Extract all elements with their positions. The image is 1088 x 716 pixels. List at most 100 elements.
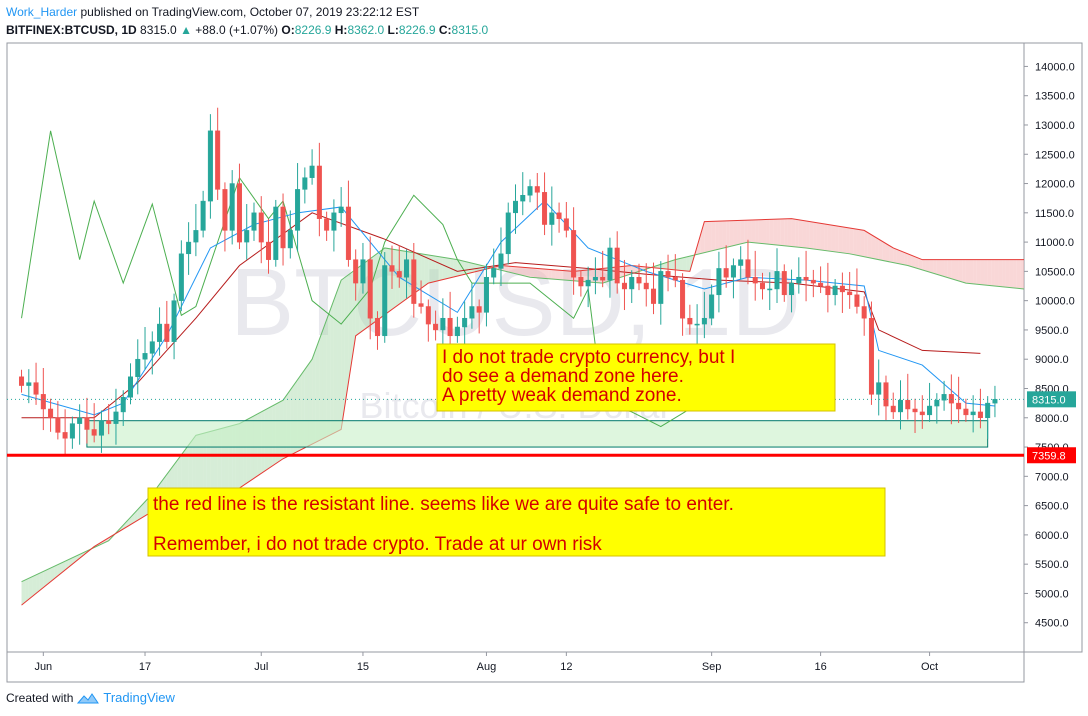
ichimoku-cloud-segment [806,221,810,249]
ichimoku-cloud-segment [813,222,817,250]
red-line-note-line: Remember, i do not trade crypto. Trade a… [153,534,602,555]
ichimoku-cloud-segment [704,221,709,253]
candle-up [767,288,773,291]
tradingview-brand[interactable]: TradingView [103,690,175,705]
candle-down [810,279,816,284]
candle-down [847,291,853,296]
candle-up [585,279,591,287]
ichimoku-cloud-segment [352,269,356,360]
ichimoku-cloud-segment [431,255,436,283]
candle-up [157,323,163,342]
demand-note-line: I do not trade crypto currency, but I [442,347,735,368]
open-value: 8226.9 [294,23,332,37]
candle-down [556,212,562,219]
price-change: +88.0 (+1.07%) [195,23,279,37]
ichimoku-cloud-segment [896,249,901,265]
candle-up [738,259,744,266]
low-value: 8226.9 [398,23,436,37]
ichimoku-cloud-segment [453,259,458,277]
time-tick-label: Sep [702,661,722,673]
price-tick-label: 9500.0 [1035,325,1069,337]
ichimoku-cloud-segment [755,219,759,244]
ichimoku-cloud-segment [388,248,393,313]
price-tick-label: 11500.0 [1035,208,1074,220]
candle-up [186,241,192,255]
ichimoku-cloud-segment [130,513,135,525]
ichimoku-cloud-segment [700,221,705,254]
candle-up [934,399,940,407]
candle-up [171,300,177,342]
candle-down [621,282,627,290]
chart-header: Work_Harder published on TradingView.com… [6,3,1076,39]
high-label: H: [334,23,348,37]
price-tick-label: 10500.0 [1035,266,1075,278]
ichimoku-cloud-segment [39,571,44,591]
ichimoku-cloud-segment [697,234,701,255]
high-value: 8362.0 [347,23,385,37]
ohlc-line: BITFINEX:BTCUSD, 1D 8315.0 ▲ +88.0 (+1.0… [6,21,1076,39]
red-line-note-box [147,487,886,557]
ichimoku-cloud-segment [747,220,752,243]
ichimoku-cloud-segment [777,219,781,246]
close-label: C: [438,23,452,37]
ichimoku-cloud-segment [871,234,876,259]
ichimoku-cloud-segment [515,266,520,275]
candle-up [77,417,83,424]
price-tick-label: 9000.0 [1035,354,1069,366]
ichimoku-cloud-segment [849,228,854,255]
ichimoku-cloud-segment [450,258,454,278]
ichimoku-cloud-segment [584,269,589,282]
ichimoku-cloud-segment [326,309,331,437]
ichimoku-cloud-segment [206,431,211,497]
ichimoku-cloud-segment [395,249,400,307]
ichimoku-cloud-segment [105,537,109,543]
created-with-label: Created with [6,690,74,705]
ichimoku-cloud-segment [424,254,429,286]
candle-down [258,212,264,243]
candle-down [534,186,540,193]
author-name[interactable]: Work_Harder [6,5,78,19]
time-tick-label: 12 [560,661,572,673]
ichimoku-cloud-segment [511,266,516,274]
ichimoku-cloud-segment [36,573,40,594]
price-axis [1023,42,1083,653]
low-label: L: [387,23,399,37]
candle-down [839,285,845,293]
candle-down [614,247,620,284]
ichimoku-cloud-segment [773,219,778,246]
price-tick-label: 5500.0 [1035,559,1069,571]
ichimoku-cloud-segment [50,566,55,582]
time-tick-label: Jun [34,661,52,673]
candle-down [672,276,678,281]
up-arrow-icon: ▲ [180,23,192,37]
candle-down [759,282,765,290]
candle-down [396,271,402,278]
candle-up [69,423,75,439]
current-price-tag-label: 8315.0 [1032,394,1066,406]
price-tick-label: 4500.0 [1035,618,1069,630]
candle-down [215,130,221,190]
ichimoku-cloud-segment [442,257,447,280]
candle-up [440,317,446,331]
ichimoku-cloud-segment [882,241,886,262]
candle-up [142,353,148,360]
ichimoku-cloud-segment [675,258,679,271]
time-tick-label: 17 [139,661,151,673]
ichimoku-cloud-segment [192,435,196,501]
candle-up [970,411,976,416]
ichimoku-cloud-segment [471,263,476,273]
ichimoku-cloud-segment [780,218,785,246]
candle-up [273,206,279,260]
ichimoku-cloud-segment [904,252,908,266]
candle-down [687,317,693,325]
ichimoku-cloud-segment [824,223,828,251]
ichimoku-cloud-segment [864,230,868,258]
candle-down [353,259,359,284]
publish-info: published on TradingView.com, October 07… [80,5,420,19]
ichimoku-cloud-segment [991,259,995,287]
ichimoku-cloud-segment [816,222,821,250]
candle-up [512,200,519,214]
candle-up [927,405,933,416]
candle-up [120,397,126,413]
